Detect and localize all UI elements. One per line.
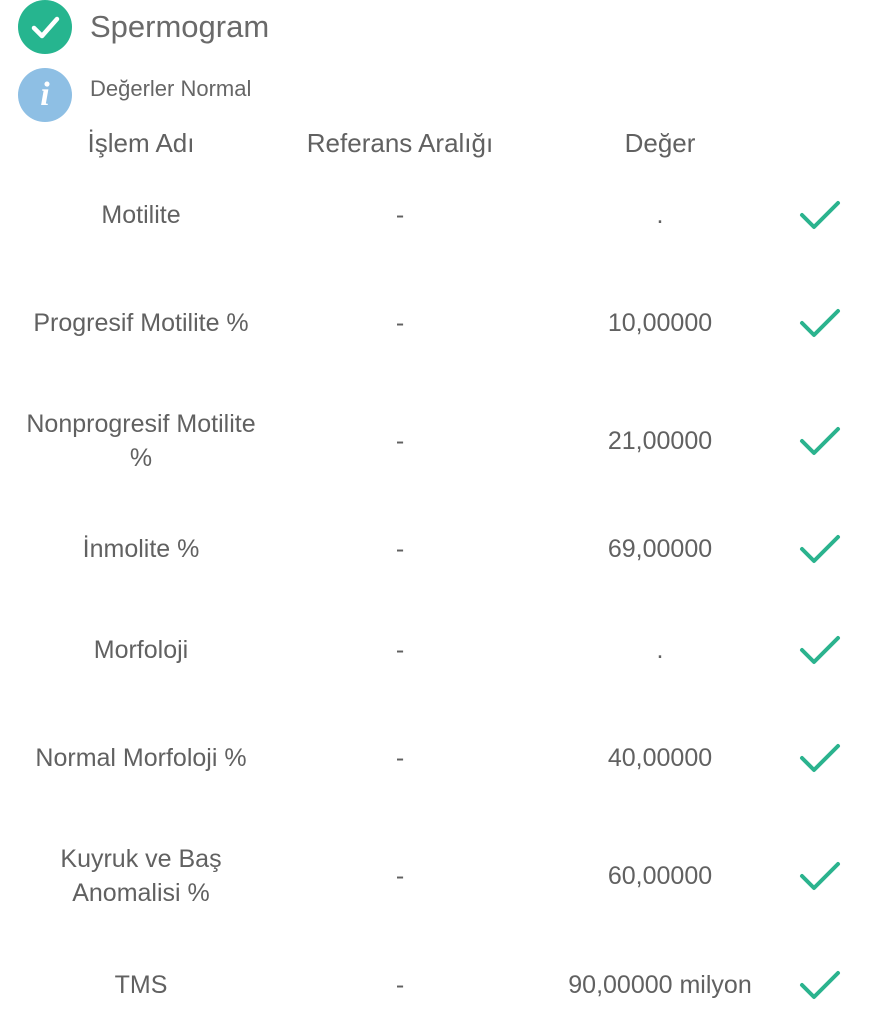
test-name: Kuyruk ve Baş Anomalisi % (60, 845, 222, 907)
test-value: 60,00000 (607, 861, 713, 890)
test-value: 90,00000 milyon (568, 970, 752, 999)
check-icon (798, 965, 842, 1005)
check-icon (798, 421, 842, 461)
check-icon (798, 630, 842, 670)
table-row: Morfoloji - . (0, 610, 882, 690)
column-header-name: İşlem Adı (87, 128, 195, 158)
section-title: Spermogram (90, 9, 270, 44)
section-header: Spermogram (18, 0, 269, 54)
test-value: 40,00000 (607, 743, 713, 772)
column-header-reference: Referans Aralığı (306, 127, 494, 158)
check-icon (798, 738, 842, 778)
reference-range: - (395, 200, 405, 229)
test-name: TMS (114, 971, 168, 999)
info-icon: i (18, 68, 72, 122)
table-row: TMS - 90,00000 milyon (0, 945, 882, 1025)
reference-range: - (395, 426, 405, 455)
check-icon (798, 195, 842, 235)
table-row: Progresif Motilite % - 10,00000 (0, 283, 882, 363)
reference-range: - (395, 534, 405, 563)
check-icon (798, 529, 842, 569)
check-circle-icon (18, 0, 72, 54)
table-row: Kuyruk ve Baş Anomalisi % - 60,00000 (0, 836, 882, 916)
reference-range: - (395, 743, 405, 772)
test-value: . (656, 635, 664, 664)
test-name: Morfoloji (93, 636, 189, 664)
test-value: 21,00000 (607, 426, 713, 455)
test-name: İnmolite % (82, 535, 200, 563)
column-header-value: Değer (624, 127, 696, 158)
table-row: Motilite - . (0, 175, 882, 255)
test-name: Motilite (101, 201, 181, 229)
reference-range: - (395, 861, 405, 890)
table-header: İşlem Adı Referans Aralığı Değer (0, 123, 882, 163)
reference-range: - (395, 970, 405, 999)
check-icon (798, 303, 842, 343)
check-icon (798, 856, 842, 896)
test-name: Progresif Motilite % (33, 309, 249, 337)
status-banner: i Değerler Normal (18, 68, 251, 122)
reference-range: - (395, 308, 405, 337)
test-value: . (656, 200, 664, 229)
test-value: 10,00000 (607, 308, 713, 337)
test-name: Normal Morfoloji % (35, 744, 247, 772)
test-name: Nonprogresif Motilite % (26, 410, 256, 472)
table-row: Nonprogresif Motilite % - 21,00000 (0, 401, 882, 481)
test-value: 69,00000 (607, 534, 713, 563)
table-row: İnmolite % - 69,00000 (0, 509, 882, 589)
table-row: Normal Morfoloji % - 40,00000 (0, 718, 882, 798)
status-text: Değerler Normal (90, 76, 252, 101)
reference-range: - (395, 635, 405, 664)
